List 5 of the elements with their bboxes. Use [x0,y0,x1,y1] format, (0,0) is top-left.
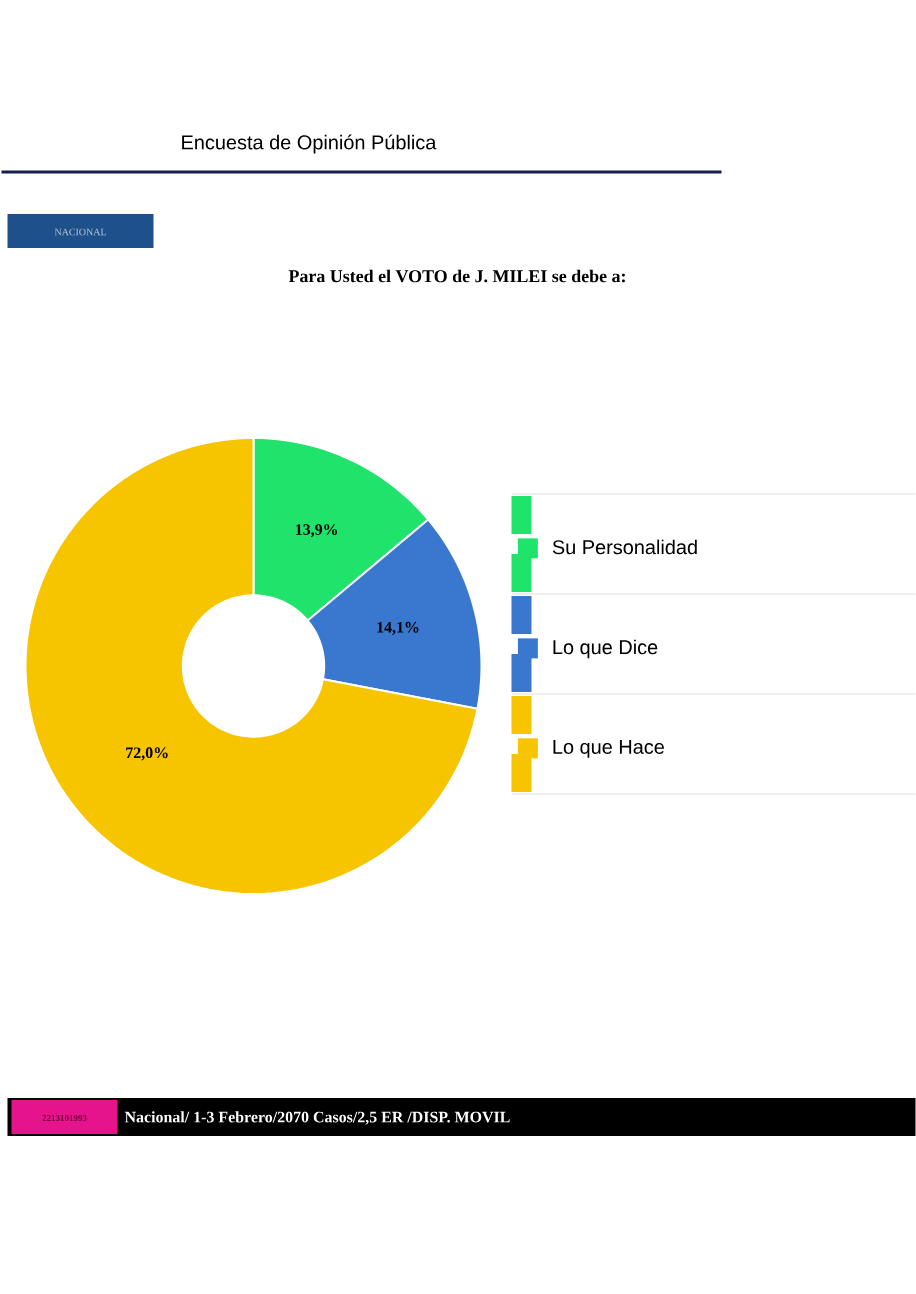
legend-label: Lo que Hace [553,740,665,758]
chart-title: Para Usted el VOTO de J. MILEI se debe a: [288,269,625,283]
legend-label: Lo que Dice [553,639,658,659]
legend-label: Su Personalidad [552,539,697,555]
text: Encuesta de Opinión Pública [182,134,437,154]
